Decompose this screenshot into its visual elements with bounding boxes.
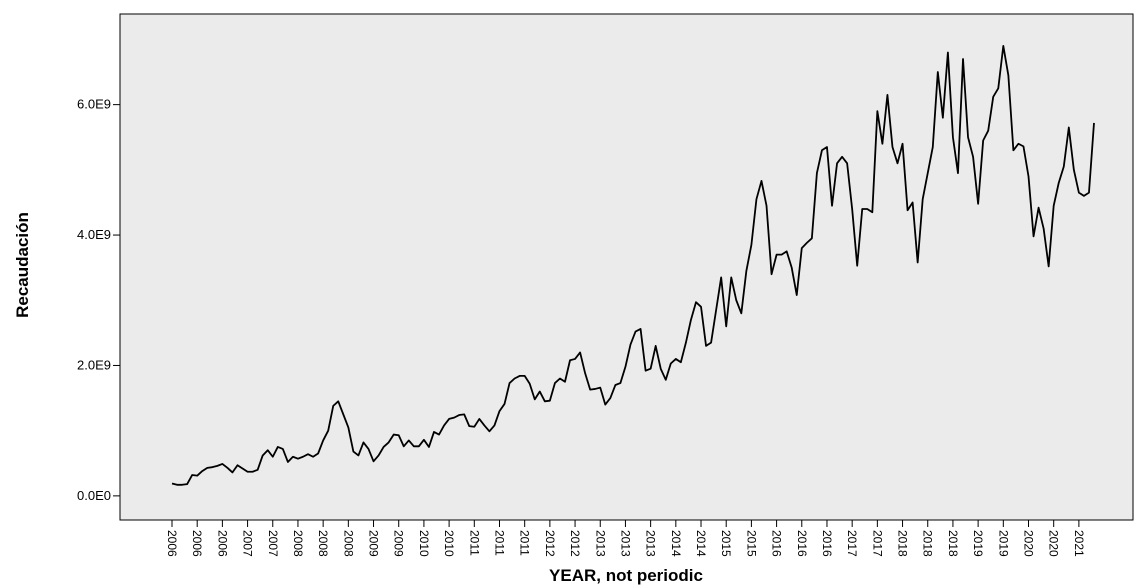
x-tick-label: 2008 — [291, 530, 305, 557]
x-tick-label: 2010 — [442, 530, 456, 557]
x-tick-label: 2013 — [593, 530, 607, 557]
x-tick-label: 2020 — [1047, 530, 1061, 557]
x-tick-label: 2011 — [467, 530, 481, 556]
x-tick-label: 2017 — [845, 530, 859, 557]
x-tick-label: 2006 — [215, 530, 229, 557]
x-tick-label: 2016 — [795, 530, 809, 557]
x-axis-title: YEAR, not periodic — [549, 566, 703, 585]
x-tick-label: 2016 — [770, 530, 784, 557]
x-tick-label: 2009 — [367, 530, 381, 557]
x-tick-label: 2006 — [165, 530, 179, 557]
x-tick-label: 2018 — [946, 530, 960, 557]
x-tick-label: 2018 — [896, 530, 910, 557]
x-tick-label: 2006 — [190, 530, 204, 557]
y-tick-label: 6.0E9 — [77, 97, 111, 112]
x-tick-label: 2019 — [996, 530, 1010, 557]
x-tick-label: 2017 — [870, 530, 884, 557]
y-tick-label: 2.0E9 — [77, 357, 111, 372]
x-tick-label: 2011 — [518, 530, 532, 556]
x-tick-label: 2007 — [241, 530, 255, 557]
x-tick-label: 2008 — [316, 530, 330, 557]
x-tick-label: 2007 — [266, 530, 280, 557]
x-tick-label: 2012 — [568, 530, 582, 557]
x-tick-label: 2016 — [820, 530, 834, 557]
x-tick-label: 2013 — [618, 530, 632, 557]
x-tick-label: 2018 — [921, 530, 935, 557]
x-tick-label: 2011 — [492, 530, 506, 556]
x-tick-label: 2008 — [341, 530, 355, 557]
x-tick-label: 2014 — [669, 530, 683, 557]
plot-area — [119, 13, 1134, 521]
x-tick-label: 2013 — [644, 530, 658, 557]
x-tick-label: 2009 — [392, 530, 406, 557]
y-tick-label: 0.0E0 — [77, 488, 111, 503]
y-tick-label: 4.0E9 — [77, 227, 111, 242]
y-axis-title: Recaudación — [13, 212, 32, 318]
x-tick-label: 2021 — [1072, 530, 1086, 557]
x-tick-label: 2015 — [719, 530, 733, 557]
x-tick-label: 2010 — [417, 530, 431, 557]
data-line — [171, 45, 1095, 486]
x-tick-label: 2014 — [694, 530, 708, 557]
x-tick-label: 2012 — [543, 530, 557, 557]
x-tick-label: 2020 — [1022, 530, 1036, 557]
x-tick-label: 2019 — [971, 530, 985, 557]
x-tick-label: 2015 — [744, 530, 758, 557]
